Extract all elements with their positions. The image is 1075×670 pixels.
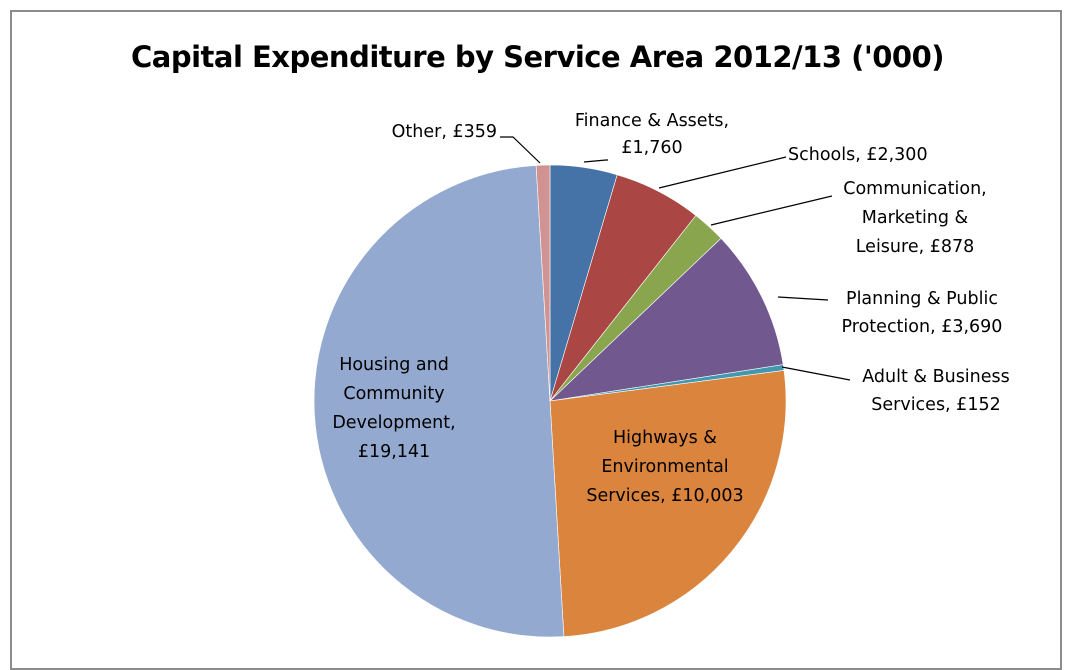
pie-slice-highways-environmental-services <box>549 370 787 637</box>
leader-line-other <box>500 136 541 164</box>
data-label-finance-assets: Finance & Assets, £1,760 <box>575 111 729 158</box>
pie-slice-planning-public-protection <box>549 237 784 402</box>
leader-line-planning-public-protection <box>777 296 829 301</box>
data-label-other: Other, £359 <box>392 122 497 142</box>
leader-line-finance-assets <box>583 159 608 163</box>
leader-line-schools <box>658 156 787 189</box>
data-label-adult-business-services: Adult & Business Services, £152 <box>862 367 1010 415</box>
pie-slice-other <box>535 164 551 402</box>
leader-line-adult-business-services <box>781 366 851 381</box>
data-label-housing-and-community-development: Housing and Community Development, £19,141 <box>332 355 455 462</box>
leader-line-communication-marketing-leisure <box>710 195 833 226</box>
data-label-schools: Schools, £2,300 <box>788 145 928 165</box>
pie-slice-housing-and-community-development <box>313 165 565 638</box>
data-label-planning-public-protection: Planning & Public Protection, £3,690 <box>842 289 1003 337</box>
chart-title: Capital Expenditure by Service Area 2012… <box>130 40 945 74</box>
data-label-highways-environmental-services: Highways & Environmental Services, £10,003 <box>586 428 743 506</box>
data-label-communication-marketing-leisure: Communication, Marketing & Leisure, £878 <box>843 179 987 257</box>
